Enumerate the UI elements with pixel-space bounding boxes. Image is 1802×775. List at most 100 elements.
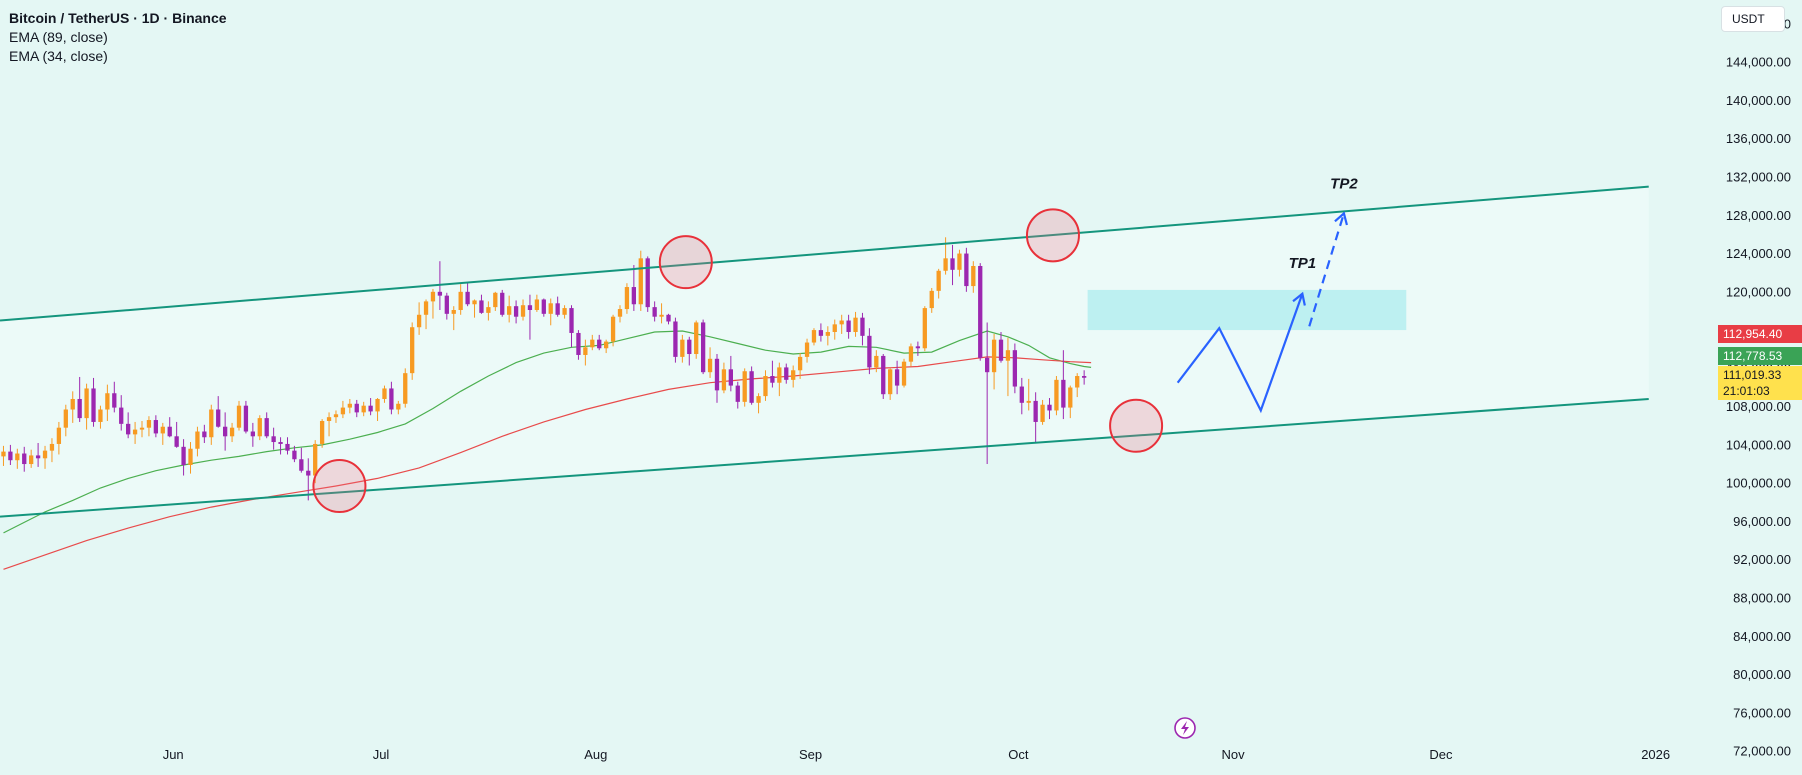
candle-body [839, 320, 844, 325]
candle [527, 294, 533, 340]
candle-body [770, 376, 775, 383]
candle-body [929, 290, 934, 309]
candle-body [1061, 379, 1066, 408]
candle [382, 385, 387, 403]
price-tick-label: 88,000.00 [1733, 590, 1791, 605]
candle [333, 410, 339, 423]
price-tick-label: 124,000.00 [1726, 246, 1791, 261]
ema-89-line [3, 356, 1092, 570]
candle [742, 368, 747, 407]
candle [229, 422, 235, 443]
candle-body [832, 324, 837, 333]
candle [562, 305, 567, 319]
candle [687, 336, 692, 366]
candle [825, 326, 830, 346]
candle [804, 338, 810, 363]
candle-body [486, 307, 491, 313]
candle-body [375, 398, 380, 412]
candle [548, 298, 553, 326]
candle [77, 376, 82, 422]
candle [846, 314, 851, 339]
candle-body [1012, 350, 1018, 387]
candle [403, 368, 408, 408]
candle [1081, 370, 1087, 385]
time-tick-label: 2026 [1641, 747, 1670, 762]
candle [119, 395, 124, 431]
candle [894, 360, 900, 395]
candle-body [112, 393, 117, 408]
candle-body [285, 443, 290, 451]
candle-body [507, 306, 512, 315]
candle-body [714, 358, 720, 391]
bar-countdown: 21:01:03 [1723, 384, 1770, 398]
candle [631, 265, 637, 311]
candle-body [756, 396, 761, 403]
candle [132, 421, 138, 444]
candle [451, 306, 456, 331]
indicator-ema-89[interactable]: EMA (89, close) [9, 29, 108, 45]
candle [22, 446, 27, 472]
candle-body [784, 367, 789, 380]
candle [1026, 378, 1031, 411]
candle-body [680, 339, 685, 357]
candle-body [299, 459, 304, 471]
candle-body [624, 287, 630, 310]
symbol-title[interactable]: Bitcoin / TetherUS · 1D · Binance [9, 10, 227, 26]
candle [770, 360, 775, 388]
candle-body [922, 308, 927, 349]
candle-body [797, 356, 803, 371]
candle [915, 341, 921, 356]
candle [15, 448, 20, 469]
candle-body [126, 423, 131, 435]
price-tick-label: 128,000.00 [1726, 208, 1791, 223]
candle [285, 437, 290, 455]
indicator-ema-34[interactable]: EMA (34, close) [9, 48, 108, 64]
candle [42, 445, 48, 469]
candle-body [42, 450, 48, 459]
candle [749, 366, 754, 405]
candle-body [908, 346, 914, 362]
candle [340, 400, 346, 419]
channel-lower-line [0, 397, 1649, 518]
currency-button[interactable]: USDT [1721, 6, 1785, 32]
candle-body [15, 453, 20, 461]
candle-body [825, 332, 830, 336]
candle [444, 292, 449, 320]
candle-body [610, 316, 616, 342]
candle [694, 320, 699, 359]
candle-body [389, 388, 394, 410]
candle [666, 313, 671, 325]
candle [1075, 373, 1080, 398]
candle [1054, 376, 1059, 416]
candle-body [1075, 376, 1080, 388]
candle-body [229, 427, 235, 437]
time-tick-label: Dec [1429, 747, 1453, 762]
candle [63, 404, 68, 437]
channel-upper-line [0, 185, 1649, 322]
candle [964, 247, 969, 292]
candle-body [791, 370, 796, 380]
candle [541, 298, 546, 317]
candle [361, 401, 366, 417]
candle [500, 289, 505, 317]
candle [306, 458, 311, 501]
candle-body [354, 403, 359, 413]
candle-body [153, 420, 159, 434]
candle [610, 314, 616, 347]
candle-body [901, 361, 907, 386]
candle [153, 415, 159, 438]
candle-body [313, 443, 318, 476]
candle [860, 312, 865, 346]
candle-body [700, 322, 706, 373]
candle-body [1005, 350, 1011, 361]
candle [167, 417, 172, 438]
candle-body [888, 369, 893, 395]
lightning-icon[interactable] [1174, 717, 1196, 739]
candle-body [479, 300, 484, 313]
candle-body [590, 339, 595, 348]
candle [396, 400, 401, 415]
candle-body [49, 443, 55, 451]
candle [216, 396, 221, 428]
